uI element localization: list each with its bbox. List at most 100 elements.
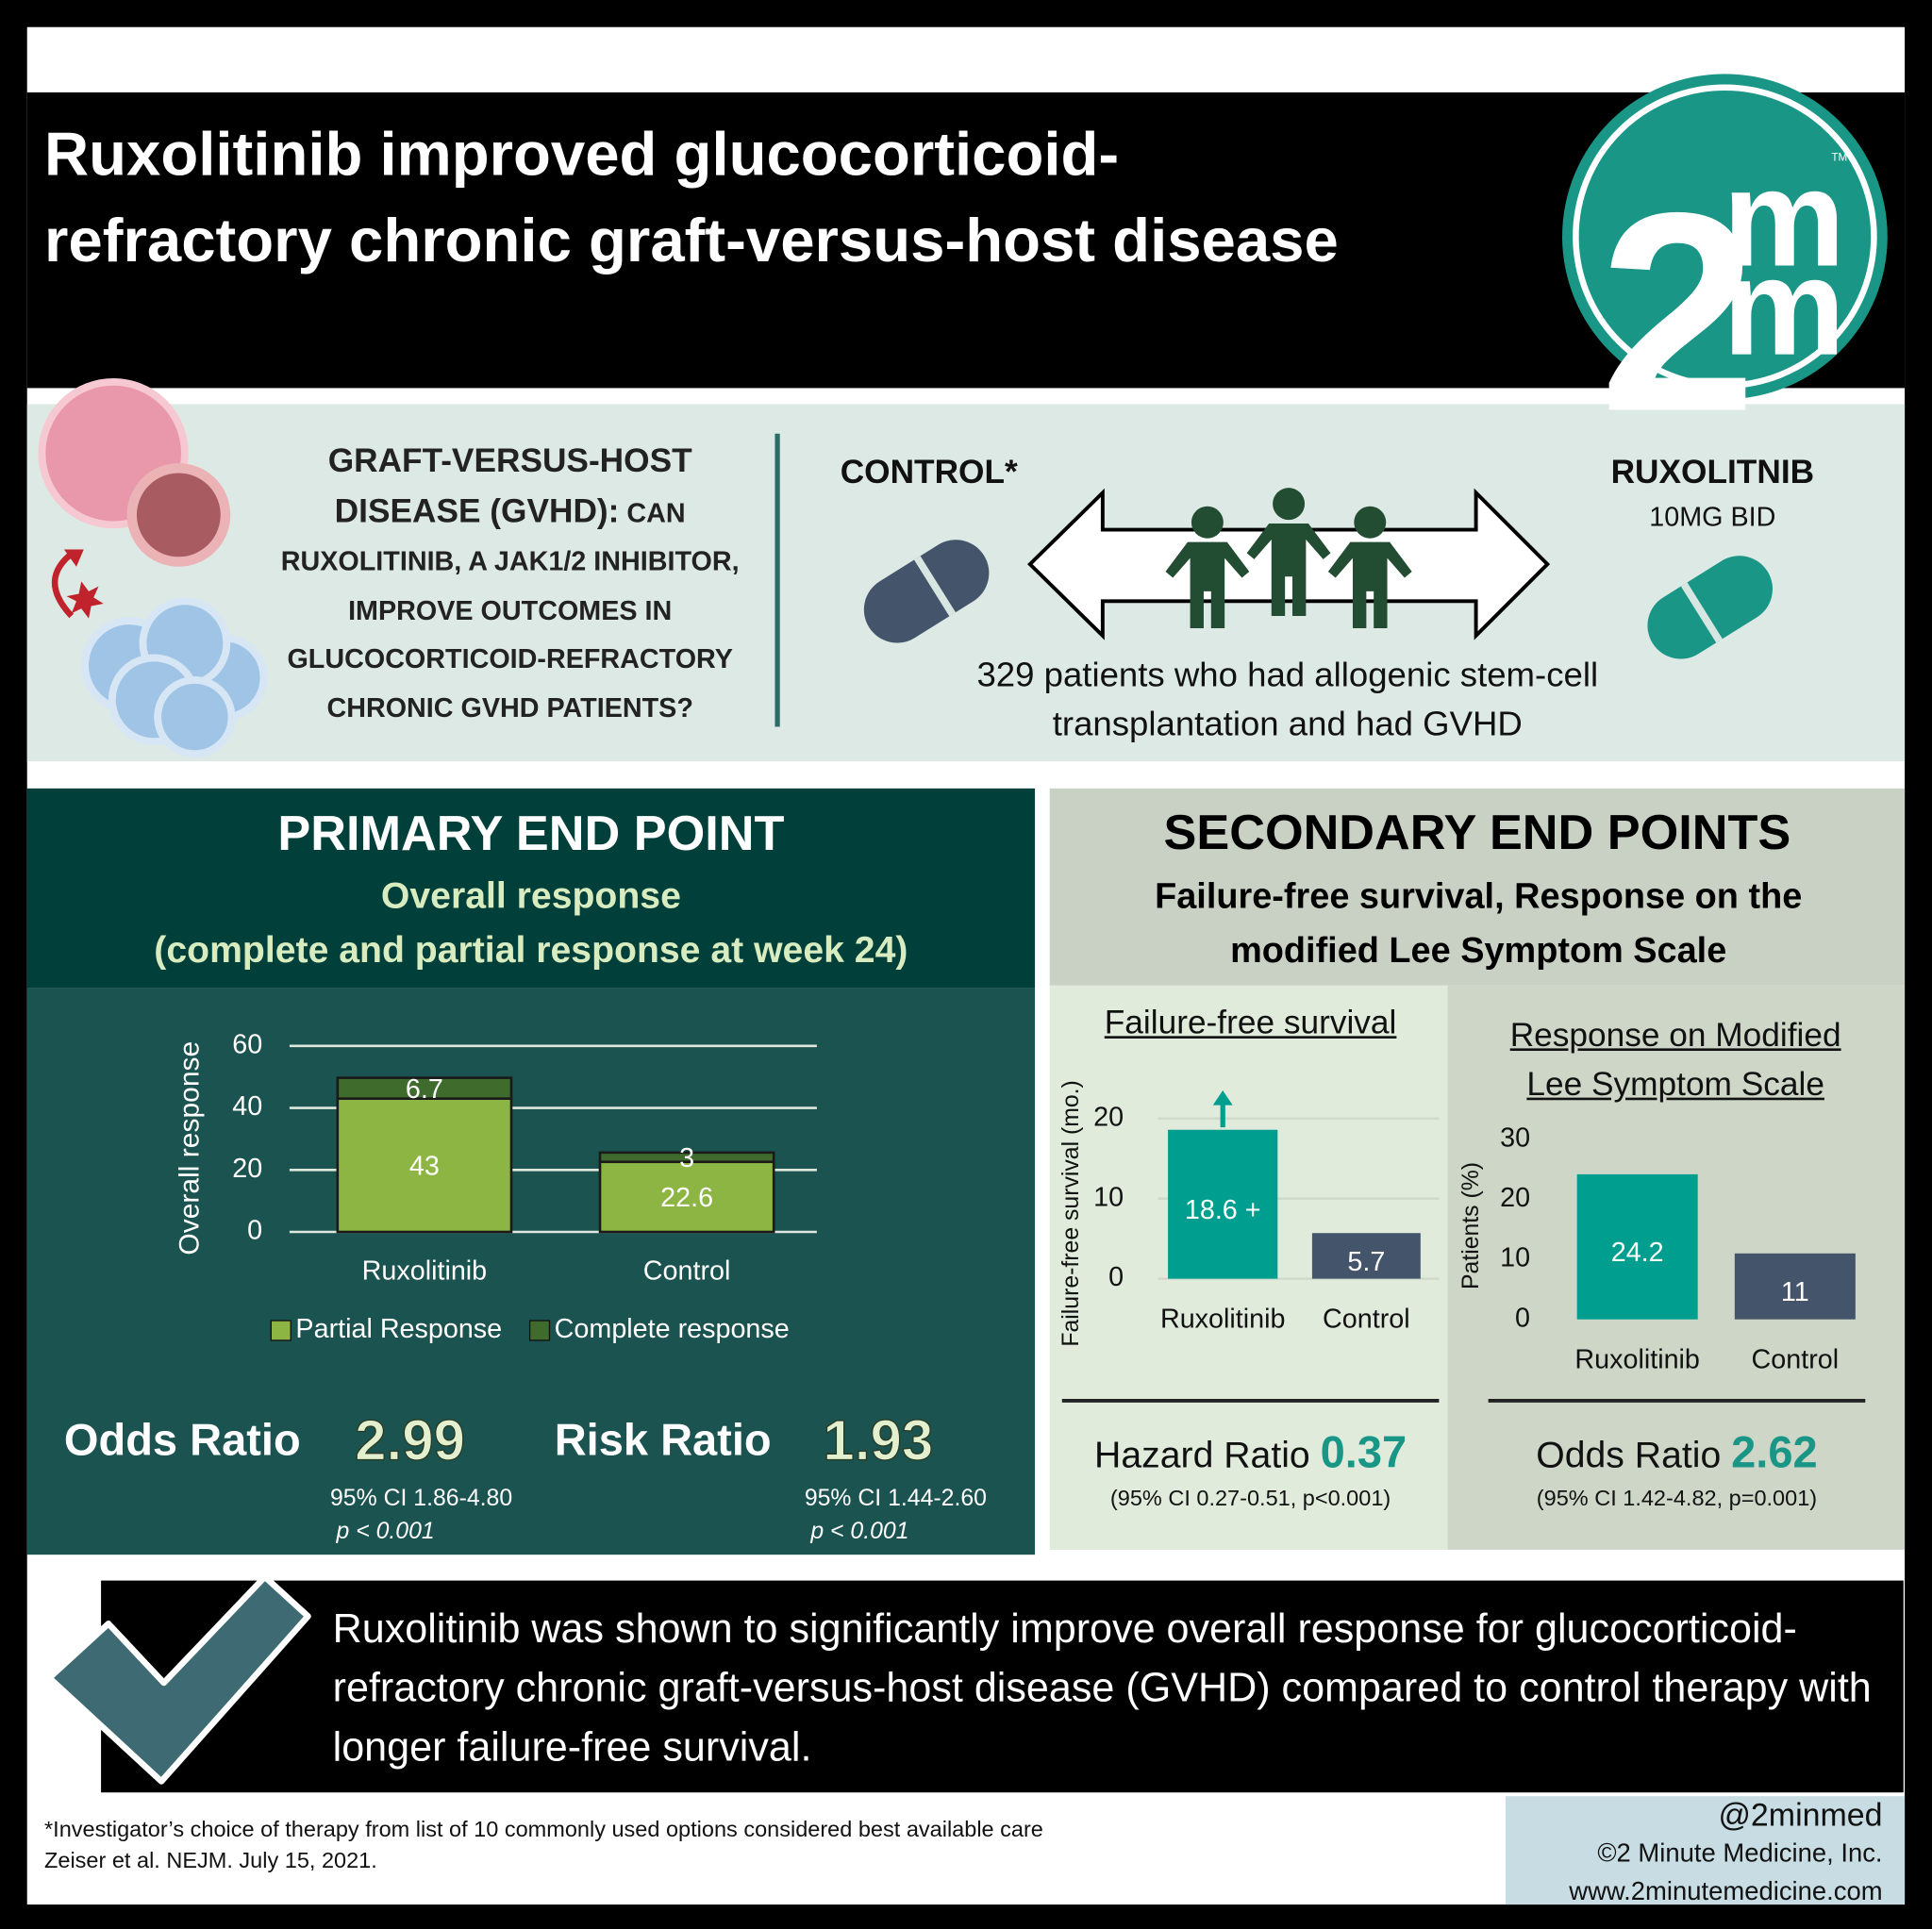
value-label: 22.6	[660, 1183, 713, 1213]
person-head	[1191, 506, 1224, 539]
y-tick-label: 20	[232, 1154, 262, 1184]
stat-value: 0.37	[1320, 1426, 1407, 1477]
stat-p: p < 0.001	[810, 1519, 909, 1545]
x-tick-label: Ruxolitinib	[1160, 1305, 1285, 1335]
person-body	[1246, 524, 1331, 616]
primary-header	[26, 788, 1036, 989]
control-pill	[863, 540, 990, 643]
credit: ©2 Minute Medicine, Inc.	[1597, 1838, 1883, 1868]
stat-p: p < 0.001	[336, 1519, 435, 1545]
stat-label: Odds Ratio	[1536, 1435, 1722, 1476]
secondary-subheading: Failure-free survival, Response on the m…	[1155, 876, 1803, 972]
y-tick-label: 40	[232, 1091, 262, 1122]
question-heading: GRAFT-VERSUS-HOST DISEASE (GVHD):	[327, 441, 692, 529]
value-label: 3	[679, 1143, 694, 1173]
attack-arrow	[51, 549, 76, 619]
pill-line	[913, 556, 956, 617]
stat-label: Hazard Ratio	[1094, 1435, 1310, 1476]
conclusion-box	[101, 1580, 1904, 1793]
logo-letter: m	[1723, 230, 1845, 384]
y-axis-label: Failure-free survival (mo.)	[1058, 1080, 1084, 1346]
person-body	[1327, 541, 1412, 629]
y-axis-label: Patients (%)	[1458, 1162, 1484, 1289]
x-tick-label: Control	[1752, 1345, 1840, 1375]
x-tick-label: Ruxolitinib	[1574, 1345, 1700, 1375]
bar-segment	[336, 1076, 513, 1100]
y-tick-label: 0	[1108, 1262, 1124, 1292]
bar-segment	[598, 1160, 775, 1234]
stat-ci: (95% CI 1.42-4.82, p=0.001)	[1536, 1486, 1818, 1511]
burst	[66, 581, 104, 619]
person-head	[1354, 506, 1387, 539]
attack-arrowhead	[63, 549, 84, 567]
bar	[1168, 1129, 1278, 1279]
people	[1165, 488, 1412, 629]
value-label: 5.7	[1347, 1247, 1385, 1277]
legend-swatch	[270, 1320, 291, 1341]
secondary-heading: SECONDARY END POINTS	[1163, 806, 1791, 860]
population: 329 patients who had allogenic stem-cell…	[976, 655, 1599, 743]
value-label: 11	[1781, 1277, 1809, 1307]
stat-value: 2.62	[1731, 1426, 1818, 1477]
logo-letter: m	[1723, 141, 1845, 295]
primary-heading: PRIMARY END POINT	[277, 807, 785, 861]
hazard-ratio: Hazard Ratio 0.37	[1062, 1426, 1440, 1478]
person-body	[1165, 541, 1250, 629]
title: Ruxolitinib improved glucocorticoid-refr…	[44, 119, 1339, 275]
stat-ci: (95% CI 0.27-0.51, p<0.001)	[1109, 1486, 1391, 1511]
value-label: 6.7	[406, 1074, 443, 1105]
x-tick-label: Control	[643, 1256, 731, 1287]
stat-ci: 95% CI 1.44-2.60	[804, 1486, 987, 1512]
secondary-header	[1049, 788, 1906, 986]
dose: 10MG BID	[1649, 501, 1776, 533]
y-axis-label: Overall response	[174, 1041, 205, 1256]
increase-arrowhead	[1212, 1089, 1233, 1106]
y-tick-label: 10	[1093, 1182, 1124, 1212]
value-label: 24.2	[1611, 1238, 1664, 1268]
control-label: CONTROL*	[840, 453, 1018, 491]
chart-title: Response on Modified Lee Symptom Scale	[1509, 1016, 1841, 1103]
legend-label: Complete response	[555, 1314, 790, 1344]
bar	[1734, 1253, 1856, 1320]
pill-line	[1680, 582, 1723, 643]
credit: @2minmed	[1718, 1796, 1883, 1834]
credits-box	[1505, 1796, 1906, 1905]
value-label: 18.6 +	[1185, 1195, 1261, 1225]
stat-value: 2.99	[354, 1407, 466, 1472]
x-tick-label: Control	[1323, 1305, 1410, 1335]
odds-ratio: Odds Ratio 2.62	[1489, 1426, 1866, 1478]
credit: www.2minutemedicine.com	[1569, 1877, 1883, 1906]
stat-ci: 95% CI 1.86-4.80	[330, 1486, 513, 1512]
footnote: *Investigator’s choice of therapy from l…	[44, 1817, 1043, 1842]
y-tick-label: 30	[1500, 1123, 1530, 1154]
bar-segment	[336, 1097, 513, 1234]
x-tick-label: Ruxolitinib	[362, 1256, 488, 1287]
legend-label: Partial Response	[295, 1314, 502, 1344]
y-tick-label: 60	[232, 1029, 262, 1059]
pill	[1647, 556, 1774, 659]
treatment-pill	[1647, 556, 1774, 659]
cell	[126, 463, 231, 567]
conclusion: Ruxolitinib was shown to significantly i…	[332, 1605, 1872, 1770]
logo-ring	[1573, 84, 1877, 390]
bar	[1576, 1173, 1698, 1320]
checkmark	[45, 1573, 311, 1785]
primary-detail: (complete and partial response at week 2…	[154, 930, 908, 972]
question-text: CAN RUXOLITINIB, A JAK1/2 INHIBITOR, IMP…	[280, 496, 740, 723]
y-tick-label: 0	[247, 1216, 262, 1246]
y-tick-label: 20	[1093, 1102, 1124, 1132]
stat-label: Risk Ratio	[554, 1414, 772, 1465]
stat-value: 1.93	[823, 1407, 934, 1472]
person-head	[1273, 488, 1306, 521]
stat-label: Odds Ratio	[63, 1414, 301, 1465]
primary-body	[26, 988, 1036, 1555]
treatment-label: RUXOLITNIB	[1610, 453, 1815, 491]
bar	[1311, 1233, 1421, 1279]
logo-circle	[1562, 74, 1888, 400]
pill	[863, 540, 990, 643]
legend-swatch	[528, 1320, 551, 1341]
chart-title: Failure-free survival	[1104, 1004, 1397, 1041]
